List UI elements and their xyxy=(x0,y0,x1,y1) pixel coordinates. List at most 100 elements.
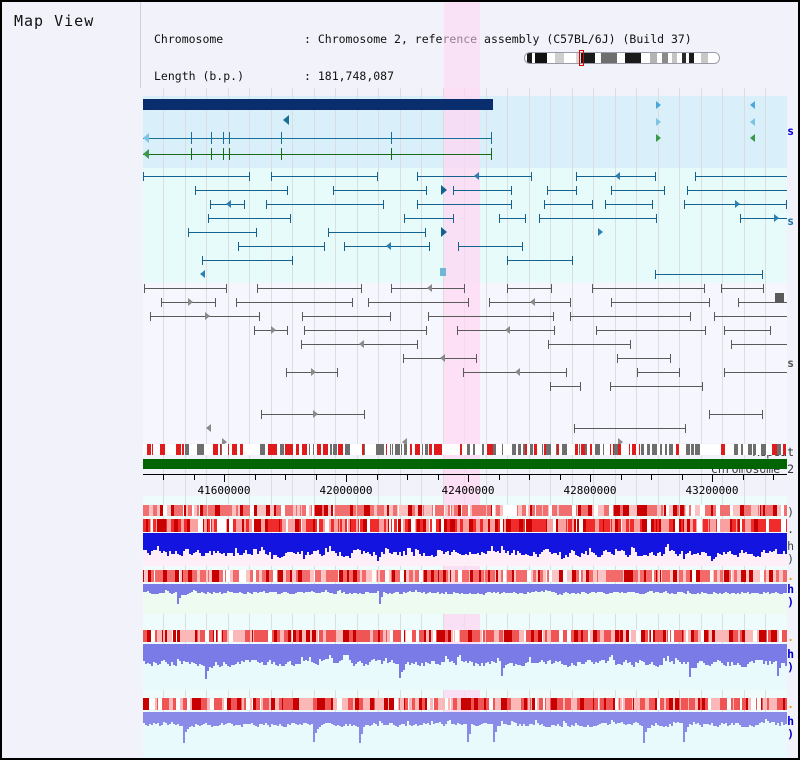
repeat-element[interactable] xyxy=(434,444,439,455)
feature-line[interactable] xyxy=(266,204,383,205)
feature-line[interactable] xyxy=(507,260,572,261)
feature-line[interactable] xyxy=(368,302,468,303)
msm-read-depth-sra-track[interactable] xyxy=(143,584,787,614)
repeat-element[interactable] xyxy=(429,444,432,455)
repeat-element[interactable] xyxy=(330,444,332,455)
repeat-element[interactable] xyxy=(309,444,310,455)
repeat-element[interactable] xyxy=(777,444,781,455)
chromosome-ideogram[interactable] xyxy=(524,50,720,66)
feature-line[interactable] xyxy=(453,190,511,191)
repeat-element[interactable] xyxy=(585,444,587,455)
repeat-element[interactable] xyxy=(270,444,274,455)
repeat-element[interactable] xyxy=(422,444,423,455)
repeat-element[interactable] xyxy=(240,444,243,455)
feature-line[interactable] xyxy=(458,246,522,247)
feature-line[interactable] xyxy=(731,344,787,345)
feature-line[interactable] xyxy=(721,288,763,289)
repeat-element[interactable] xyxy=(695,444,700,455)
bac-marker[interactable] xyxy=(440,268,446,276)
repeat-element[interactable] xyxy=(748,444,752,455)
repeat-element[interactable] xyxy=(339,444,343,455)
repeat-element[interactable] xyxy=(313,444,314,455)
feature-line[interactable] xyxy=(150,316,259,317)
repeat-element[interactable] xyxy=(613,444,614,455)
repeat-element[interactable] xyxy=(345,444,350,455)
feature-line[interactable] xyxy=(304,330,426,331)
feature-line[interactable] xyxy=(547,190,576,191)
repeat-element[interactable] xyxy=(473,444,475,455)
feature-line[interactable] xyxy=(548,344,630,345)
repeat-element[interactable] xyxy=(317,444,321,455)
dbsnp-density-track[interactable] xyxy=(143,505,787,516)
repeat-element[interactable] xyxy=(629,444,630,455)
repeat-element[interactable] xyxy=(147,444,151,455)
feature-line[interactable] xyxy=(143,176,249,177)
feature-line[interactable] xyxy=(404,218,453,219)
msm-b6-pol-sra-track[interactable] xyxy=(143,570,787,582)
jf1-b6-pol-trimmed-track[interactable] xyxy=(143,698,787,710)
repeat-element[interactable] xyxy=(721,444,725,455)
repeat-element[interactable] xyxy=(381,444,384,455)
repeat-element[interactable] xyxy=(221,444,222,455)
feature-line[interactable] xyxy=(143,154,491,155)
repeat-element[interactable] xyxy=(268,444,270,455)
feature-line[interactable] xyxy=(208,218,290,219)
repeat-element[interactable] xyxy=(213,444,218,455)
feature-line[interactable] xyxy=(605,204,652,205)
jf1-read-depth-sra-track[interactable] xyxy=(143,644,787,690)
repeat-element[interactable] xyxy=(669,444,673,455)
feature-line[interactable] xyxy=(236,302,352,303)
bac-marker[interactable] xyxy=(775,293,784,302)
feature-line[interactable] xyxy=(328,232,425,233)
repeat-element[interactable] xyxy=(556,444,557,455)
repeat-element[interactable] xyxy=(519,444,521,455)
feature-line[interactable] xyxy=(596,330,705,331)
repeat-element[interactable] xyxy=(439,444,442,455)
feature-line[interactable] xyxy=(261,414,364,415)
repeat-element[interactable] xyxy=(579,444,580,455)
repeat-element[interactable] xyxy=(686,444,690,455)
chromosome-bar[interactable] xyxy=(143,459,787,469)
feature-line[interactable] xyxy=(610,386,702,387)
repeat-element[interactable] xyxy=(376,444,381,455)
feature-line[interactable] xyxy=(403,358,476,359)
feature-line[interactable] xyxy=(333,190,426,191)
repeat-element[interactable] xyxy=(534,444,537,455)
repeat-element[interactable] xyxy=(415,444,420,455)
feature-line[interactable] xyxy=(550,386,580,387)
repeat-element[interactable] xyxy=(199,444,204,455)
repeat-element[interactable] xyxy=(364,444,365,455)
repeat-element[interactable] xyxy=(734,444,738,455)
repeat-element[interactable] xyxy=(761,444,766,455)
repeat-element[interactable] xyxy=(632,444,636,455)
repeat-element[interactable] xyxy=(595,444,600,455)
feature-line[interactable] xyxy=(463,372,566,373)
repeat-element[interactable] xyxy=(603,444,604,455)
repeat-element[interactable] xyxy=(285,444,288,455)
repeat-element[interactable] xyxy=(512,444,516,455)
repeat-element[interactable] xyxy=(197,444,199,455)
feature-line[interactable] xyxy=(507,288,551,289)
repeat-element[interactable] xyxy=(467,444,470,455)
feature-line[interactable] xyxy=(617,358,670,359)
repeat-element[interactable] xyxy=(404,444,407,455)
repeat-element[interactable] xyxy=(333,444,337,455)
repeat-element[interactable] xyxy=(493,444,496,455)
repeat-element[interactable] xyxy=(260,444,265,455)
feature-line[interactable] xyxy=(271,176,377,177)
feature-line[interactable] xyxy=(254,330,287,331)
repeat-element[interactable] xyxy=(530,444,533,455)
repeat-element[interactable] xyxy=(618,444,621,455)
repeat-element[interactable] xyxy=(652,444,657,455)
feature-line[interactable] xyxy=(489,302,570,303)
feature-line[interactable] xyxy=(574,428,685,429)
repeat-element[interactable] xyxy=(160,444,165,455)
repeat-element[interactable] xyxy=(338,444,339,455)
feature-line[interactable] xyxy=(592,288,704,289)
feature-line[interactable] xyxy=(143,138,491,139)
repeat-element[interactable] xyxy=(296,444,299,455)
feature-line[interactable] xyxy=(238,246,324,247)
feature-line[interactable] xyxy=(202,260,292,261)
repeat-element[interactable] xyxy=(386,444,387,455)
repeat-element[interactable] xyxy=(647,444,650,455)
